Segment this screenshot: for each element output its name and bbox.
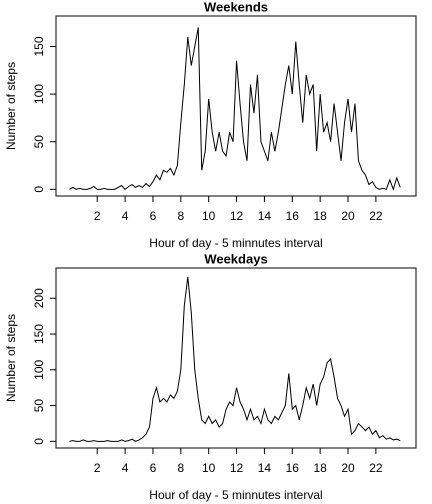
y-tick-label: 150 — [32, 324, 46, 344]
x-tick-label: 6 — [150, 461, 157, 475]
y-axis-title: Number of steps — [4, 62, 18, 150]
y-axis-title: Number of steps — [4, 314, 18, 402]
x-axis-title: Hour of day - 5 minnutes interval — [149, 488, 322, 502]
x-tick-label: 18 — [313, 209, 327, 223]
x-tick-label: 14 — [258, 461, 272, 475]
x-tick-label: 14 — [258, 209, 272, 223]
y-tick-label: 100 — [32, 359, 46, 379]
x-tick-label: 10 — [202, 209, 216, 223]
data-line — [69, 27, 401, 191]
y-tick-label: 50 — [32, 135, 46, 149]
x-tick-label: 10 — [202, 461, 216, 475]
x-tick-label: 4 — [122, 209, 129, 223]
x-tick-label: 20 — [341, 461, 355, 475]
data-line — [69, 276, 401, 442]
x-tick-label: 12 — [230, 209, 244, 223]
x-tick-label: 2 — [94, 209, 101, 223]
x-tick-label: 6 — [150, 209, 157, 223]
x-tick-label: 16 — [286, 461, 300, 475]
chart-title: Weekdays — [204, 251, 267, 266]
y-tick-label: 0 — [32, 438, 46, 445]
x-tick-label: 12 — [230, 461, 244, 475]
x-tick-label: 16 — [286, 209, 300, 223]
plot-box — [55, 267, 417, 449]
chart-title: Weekends — [204, 0, 268, 14]
x-tick-label: 8 — [177, 209, 184, 223]
x-tick-label: 20 — [341, 209, 355, 223]
x-tick-label: 22 — [369, 209, 383, 223]
y-tick-label: 150 — [32, 36, 46, 56]
y-tick-label: 50 — [32, 399, 46, 413]
y-tick-label: 100 — [32, 84, 46, 104]
x-tick-label: 18 — [313, 461, 327, 475]
x-axis-title: Hour of day - 5 minnutes interval — [149, 236, 322, 250]
x-tick-label: 22 — [369, 461, 383, 475]
x-tick-label: 8 — [177, 461, 184, 475]
x-tick-label: 2 — [94, 461, 101, 475]
x-tick-label: 4 — [122, 461, 129, 475]
y-tick-label: 0 — [32, 186, 46, 193]
y-tick-label: 200 — [32, 288, 46, 308]
